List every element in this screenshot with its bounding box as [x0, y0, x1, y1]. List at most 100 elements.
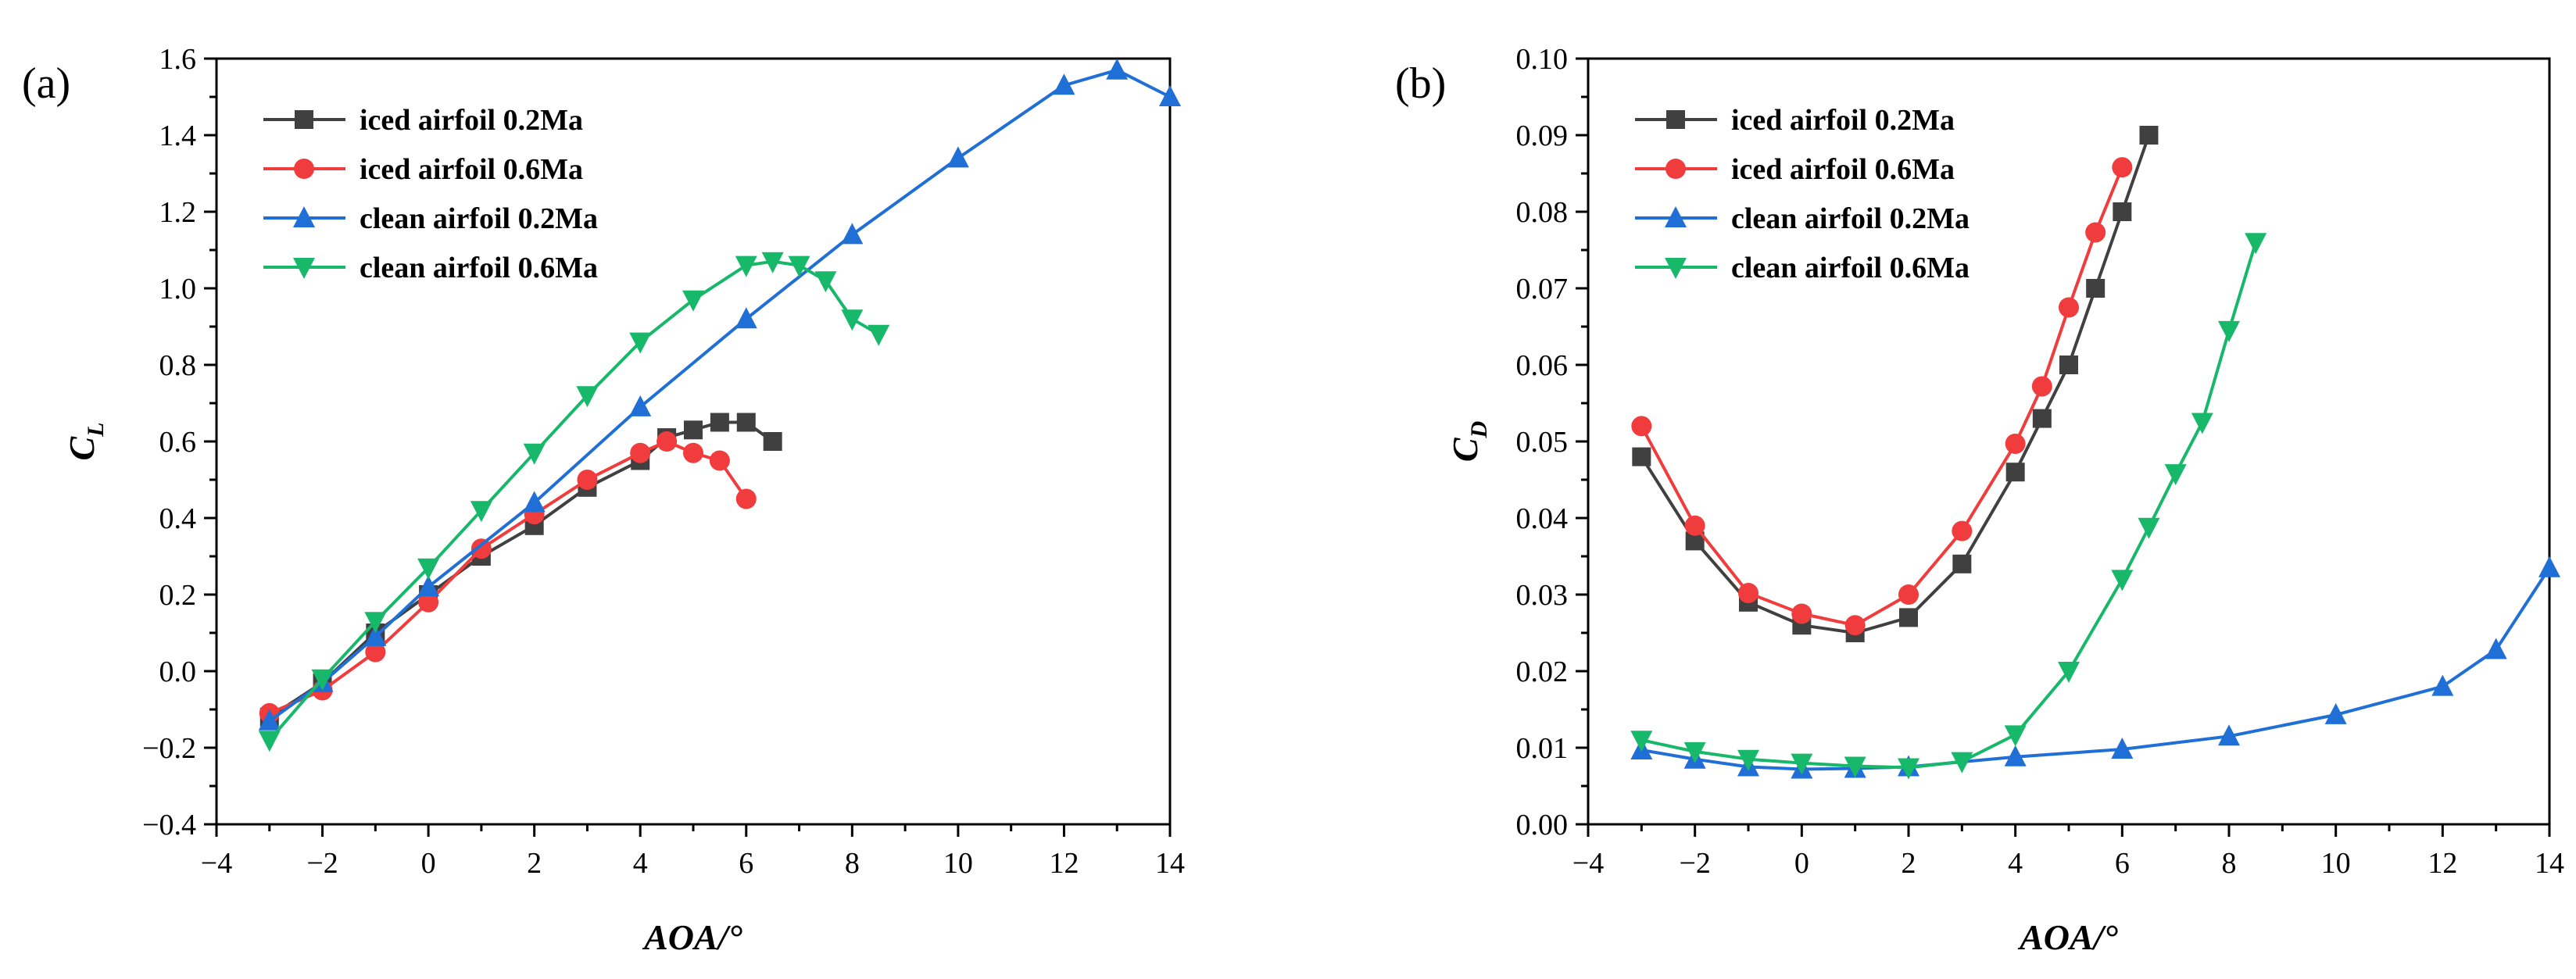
y-axis-title-subscript: L	[83, 422, 109, 437]
y-tick-label: 0.04	[1516, 502, 1569, 535]
data-point	[788, 255, 810, 277]
x-tick-label: 4	[2008, 847, 2023, 880]
data-point	[1684, 515, 1705, 536]
data-point	[258, 709, 281, 731]
legend-item: clean airfoil 0.6Ma	[263, 252, 598, 284]
series	[259, 431, 757, 724]
x-tick-label: 0	[421, 847, 436, 880]
y-axis-title: CD	[1445, 421, 1492, 462]
series	[258, 58, 1181, 731]
x-tick-label: 12	[2428, 847, 2457, 880]
data-point	[2191, 413, 2213, 434]
data-point	[1951, 752, 1973, 774]
x-tick-label: 2	[1902, 847, 1916, 880]
x-tick-label: 6	[2115, 847, 2130, 880]
y-tick-label: 0.8	[159, 349, 197, 382]
legend-swatch-marker	[1665, 258, 1687, 279]
data-point	[2218, 320, 2240, 342]
data-point	[2005, 433, 2026, 454]
data-point	[2031, 376, 2052, 397]
data-point	[1106, 58, 1129, 80]
data-point	[365, 641, 386, 663]
data-point	[523, 443, 546, 465]
y-tick-label: 0.6	[159, 426, 197, 459]
data-point	[1898, 584, 1919, 605]
data-point	[364, 612, 387, 634]
data-point	[736, 413, 756, 432]
data-point	[841, 223, 864, 245]
data-point	[2164, 464, 2187, 486]
x-axis-title: AOA/°	[2017, 917, 2118, 957]
data-point	[841, 309, 864, 331]
data-point	[2218, 724, 2240, 746]
y-tick-label: 0.01	[1516, 732, 1569, 765]
y-axis-title: CL	[62, 422, 109, 460]
data-point	[1737, 749, 1759, 771]
data-point	[1631, 416, 1652, 437]
legend-swatch-marker	[293, 206, 315, 227]
y-tick-label: 0.10	[1516, 43, 1569, 76]
legend-swatch-marker	[1665, 206, 1687, 227]
legend-label: clean airfoil 0.2Ma	[360, 202, 598, 235]
data-point	[470, 538, 492, 559]
series-line	[268, 259, 880, 741]
x-tick-label: 8	[2222, 847, 2237, 880]
data-point	[2138, 517, 2160, 539]
data-point	[684, 420, 703, 440]
data-point	[577, 470, 598, 490]
legend: iced airfoil 0.2Ma iced airfoil 0.6Ma clea…	[1635, 104, 1970, 284]
series	[1630, 556, 2560, 779]
x-tick-label: 10	[2321, 847, 2351, 880]
data-point	[576, 386, 599, 408]
data-point	[2324, 702, 2347, 724]
x-tick-label: 0	[1794, 847, 1809, 880]
x-tick-label: 14	[1155, 847, 1185, 880]
data-point	[2111, 570, 2134, 591]
series	[258, 252, 890, 752]
legend-label: iced airfoil 0.6Ma	[360, 153, 583, 186]
data-point	[1632, 447, 1651, 466]
data-point	[1630, 731, 1653, 752]
data-point	[735, 488, 757, 509]
data-point	[2245, 233, 2267, 255]
y-tick-label: 0.08	[1516, 196, 1569, 229]
legend-label: iced airfoil 0.2Ma	[360, 104, 583, 137]
data-point	[2485, 638, 2507, 659]
data-point	[1844, 756, 1866, 778]
x-tick-label: 12	[1049, 847, 1079, 880]
y-tick-label: 0.05	[1516, 426, 1569, 459]
data-point	[1952, 520, 1973, 541]
legend-label: iced airfoil 0.6Ma	[1731, 153, 1955, 186]
data-point	[683, 442, 703, 463]
y-tick-label: 1.2	[159, 196, 197, 229]
data-point	[868, 324, 890, 346]
data-point	[2086, 279, 2106, 298]
legend-item: clean airfoil 0.2Ma	[1635, 202, 1970, 235]
data-point	[1683, 741, 1706, 763]
legend: iced airfoil 0.2Ma iced airfoil 0.6Ma clea…	[263, 104, 598, 284]
y-axis-title-subscript: D	[1466, 421, 1492, 439]
y-tick-label: 0.02	[1516, 656, 1569, 688]
data-point	[2139, 126, 2159, 145]
data-point	[2431, 674, 2454, 696]
legend-item: iced airfoil 0.6Ma	[1635, 153, 1955, 186]
data-point	[946, 146, 969, 168]
x-tick-label: 2	[527, 847, 542, 880]
y-tick-label: 0.2	[159, 579, 197, 612]
legend-swatch-marker	[293, 258, 315, 279]
data-point	[417, 575, 440, 597]
data-point	[1791, 603, 1812, 624]
panel-label: (a)	[22, 59, 70, 108]
data-point	[630, 442, 651, 463]
legend-swatch-marker	[1666, 110, 1685, 129]
legend-swatch-marker	[295, 110, 313, 129]
y-tick-label: 0.00	[1516, 809, 1569, 841]
data-point	[2111, 737, 2134, 759]
x-tick-label: 4	[633, 847, 648, 880]
data-point	[710, 413, 729, 432]
data-point	[1898, 758, 1919, 780]
panel-b: (b) −4 −2 0 2 4 6 8 10 12 14 0.00 0.01 0.02 0.03 0.04 0…	[1395, 43, 2564, 957]
data-point	[2004, 745, 2027, 766]
y-tick-label: 0.06	[1516, 349, 1569, 382]
